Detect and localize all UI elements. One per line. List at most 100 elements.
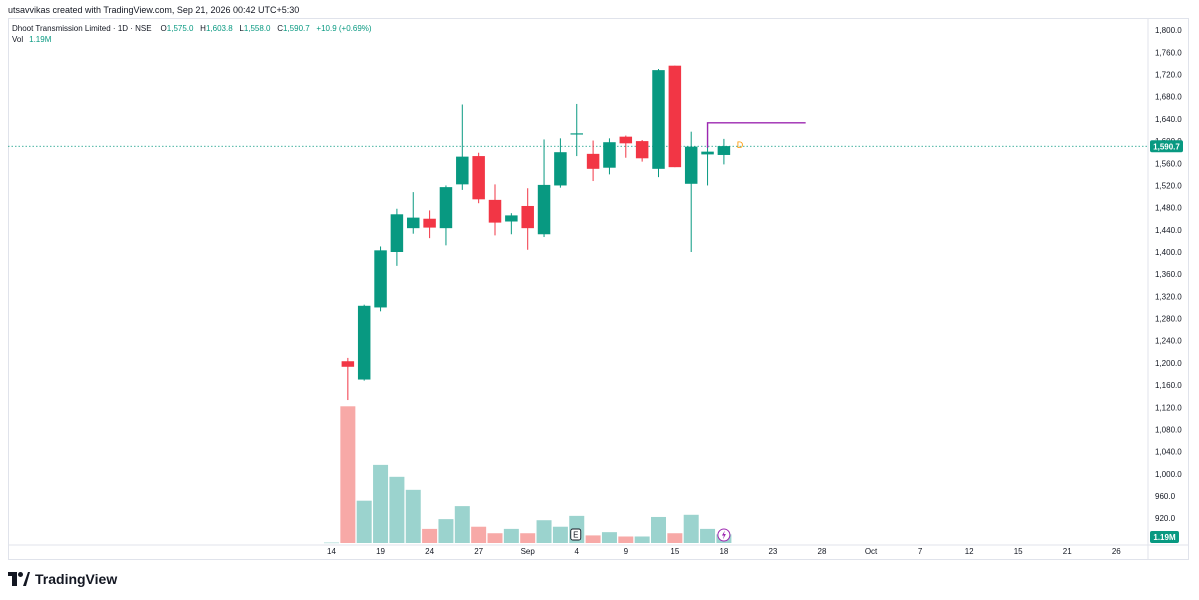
lightning-icon [721,530,726,540]
volume-bar [438,519,454,543]
open-label: O [160,24,167,33]
last-price-badge[interactable] [1150,140,1183,153]
y-tick-label: 1,040.0 [1155,448,1182,457]
y-tick-label: 1,640.0 [1155,115,1182,124]
y-tick-label: 920.0 [1155,514,1176,523]
candle-body[interactable] [684,146,698,184]
candle-body[interactable] [374,250,387,308]
candle-body[interactable] [472,156,485,200]
candle-body[interactable] [521,205,534,229]
volume-bar [340,406,356,543]
volume-bar [634,536,650,543]
volume-bar [651,516,666,543]
candle-body[interactable] [619,136,633,144]
chart-frame[interactable] [8,18,1189,560]
candle-body[interactable] [439,187,453,229]
x-tick-label: 15 [670,547,679,556]
volume-badge[interactable] [1150,531,1179,543]
candle-body[interactable] [717,146,731,155]
candle-body[interactable] [635,141,649,159]
y-tick-label: 1,120.0 [1155,403,1182,412]
candle-body[interactable] [701,151,714,155]
x-tick-label: 15 [1014,547,1023,556]
x-tick-label: Sep [521,547,536,556]
chart-legend: Dhoot Transmission Limited · 1D · NSE O1… [12,23,372,45]
y-tick-label: 1,280.0 [1155,315,1182,324]
volume-bar [618,536,634,543]
y-tick-label: 1,800.0 [1155,26,1182,35]
open-value: 1,575.0 [166,24,194,33]
low-value: 1,558.0 [243,24,271,33]
volume-bar [700,528,716,543]
earnings-marker[interactable] [570,528,582,541]
volume-bar [667,533,683,543]
candle-body[interactable] [407,217,420,229]
candle-body[interactable] [537,184,551,235]
volume-bar [373,464,389,543]
y-tick-label: 960.0 [1155,492,1176,501]
candle-body[interactable] [341,361,355,367]
volume-bar [683,514,699,543]
volume-bar [487,533,503,543]
low-label: L [239,24,244,33]
tradingview-logo-text: TradingView [35,571,118,587]
chart-credit: utsavvikas created with TradingView.com,… [8,5,300,15]
candle-body[interactable] [456,156,469,185]
candle-body[interactable] [505,215,518,222]
y-tick-label: 1,160.0 [1155,381,1182,390]
close-label: C [277,24,283,33]
candle-body[interactable] [488,199,502,223]
legend-row-volume: Vol 1.19M [12,34,372,45]
candle-body[interactable] [586,153,600,169]
candle-body[interactable] [668,65,682,168]
y-tick-label: 1,520.0 [1155,181,1182,190]
y-tick-label: 1,240.0 [1155,337,1182,346]
y-tick-label: 1,480.0 [1155,204,1182,213]
tradingview-logo[interactable]: TradingView [8,571,117,587]
x-tick-label: 24 [425,547,434,556]
candle-body[interactable] [423,218,436,228]
y-tick-label: 1,200.0 [1155,359,1182,368]
candle-body[interactable] [390,214,404,252]
volume-bar [520,533,536,543]
volume-value: 1.19M [29,35,52,44]
x-tick-label: 7 [918,547,923,556]
volume-bar [471,526,487,543]
change-value: +10.9 (+0.69%) [316,24,372,33]
volume-bar [536,520,552,543]
high-label: H [200,24,206,33]
volume-label[interactable]: Vol [12,35,24,44]
candle-body[interactable] [570,133,584,135]
volume-bar [585,535,601,543]
x-tick-label: 27 [474,547,483,556]
volume-bar [503,528,519,543]
candle-body[interactable] [357,305,371,380]
x-tick-label: 26 [1112,547,1121,556]
y-tick-label: 1,000.0 [1155,470,1182,479]
y-tick-label: 1,360.0 [1155,270,1182,279]
candle-body[interactable] [603,142,616,168]
volume-bar [601,532,617,543]
tradingview-logo-icon [8,572,30,586]
earnings-marker-label: E [573,531,578,540]
y-tick-label: 1,760.0 [1155,48,1182,57]
candle-body[interactable] [652,70,665,169]
dividend-marker[interactable]: D [737,140,744,150]
horizontal-ray-drawing[interactable] [706,122,806,148]
volume-badge-label: 1.19M [1153,533,1176,542]
high-value: 1,603.8 [205,24,233,33]
x-tick-label: 21 [1063,547,1072,556]
y-tick-label: 1,560.0 [1155,159,1182,168]
volume-bar [552,526,568,543]
x-tick-label: 12 [965,547,974,556]
volume-bar [356,500,372,543]
y-tick-label: 1,440.0 [1155,226,1182,235]
last-price-label: 1,590.7 [1153,142,1180,151]
x-tick-label: 9 [624,547,629,556]
symbol-title[interactable]: Dhoot Transmission Limited · 1D · NSE [12,24,152,33]
y-tick-label: 1,080.0 [1155,425,1182,434]
x-tick-label: 28 [818,547,827,556]
candle-body[interactable] [554,152,567,186]
y-tick-label: 1,680.0 [1155,93,1182,102]
